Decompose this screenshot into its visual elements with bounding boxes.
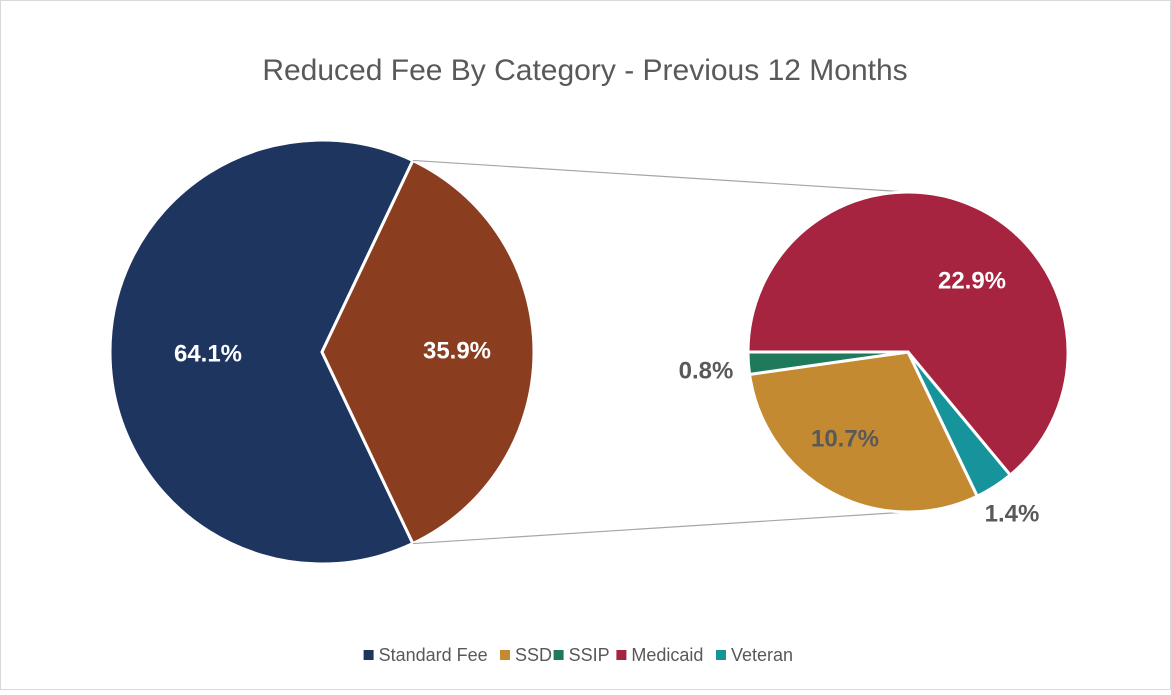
legend-swatch	[616, 650, 627, 660]
data-label: 10.7%	[811, 425, 879, 452]
legend-label: SSIP	[569, 645, 610, 665]
legend-swatch	[553, 650, 564, 660]
data-label: 1.4%	[985, 500, 1040, 527]
pie-slice	[746, 350, 909, 377]
connector-line	[412, 511, 909, 545]
pie-slice	[320, 158, 536, 546]
pie-slice	[747, 350, 980, 514]
legend-swatch	[500, 650, 510, 660]
data-label: 0.8%	[679, 357, 734, 384]
legend-label: Medicaid	[631, 645, 703, 665]
chart-title: Reduced Fee By Category - Previous 12 Mo…	[262, 54, 907, 87]
data-label: 35.9%	[423, 337, 491, 364]
legend-swatch	[363, 650, 374, 660]
legend-label: SSD	[515, 645, 552, 665]
pie-slice	[108, 138, 415, 566]
legend-swatch	[716, 650, 726, 660]
legend-label: Veteran	[731, 645, 793, 665]
legend-label: Standard Fee	[379, 645, 488, 665]
pie-slice	[746, 190, 1070, 478]
data-label: 22.9%	[938, 267, 1006, 294]
data-label: 64.1%	[174, 340, 242, 367]
connector-line	[412, 159, 909, 193]
